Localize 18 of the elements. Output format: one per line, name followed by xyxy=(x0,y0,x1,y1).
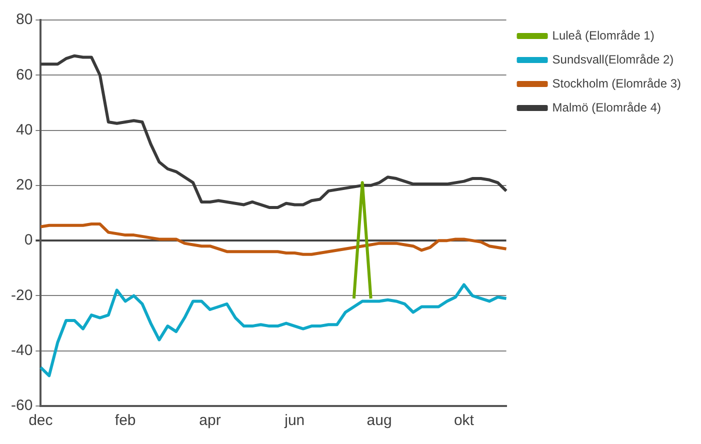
y-tick-label: -20 xyxy=(10,286,33,304)
x-tick-label: aug xyxy=(366,412,392,430)
x-tick-label: okt xyxy=(454,412,475,430)
x-tick-label: dec xyxy=(28,412,54,430)
y-tick-label: -40 xyxy=(10,342,33,359)
legend-label: Malmö (Elområde 4) xyxy=(552,100,661,114)
y-tick-label: 40 xyxy=(16,121,33,138)
x-tick-label: apr xyxy=(199,412,221,430)
y-tick-label: -60 xyxy=(10,397,33,414)
y-tick-label: 80 xyxy=(16,11,33,28)
legend-label: Luleå (Elområde 1) xyxy=(552,28,654,42)
x-tick-label: jun xyxy=(284,412,305,430)
y-tick-label: 20 xyxy=(16,176,33,194)
legend-label: Stockholm (Elområde 3) xyxy=(552,76,682,90)
y-tick-label: 0 xyxy=(24,232,33,249)
y-tick-label: 60 xyxy=(16,66,33,84)
legend-label: Sundsvall(Elområde 2) xyxy=(552,52,674,66)
x-tick-label: feb xyxy=(114,412,136,430)
